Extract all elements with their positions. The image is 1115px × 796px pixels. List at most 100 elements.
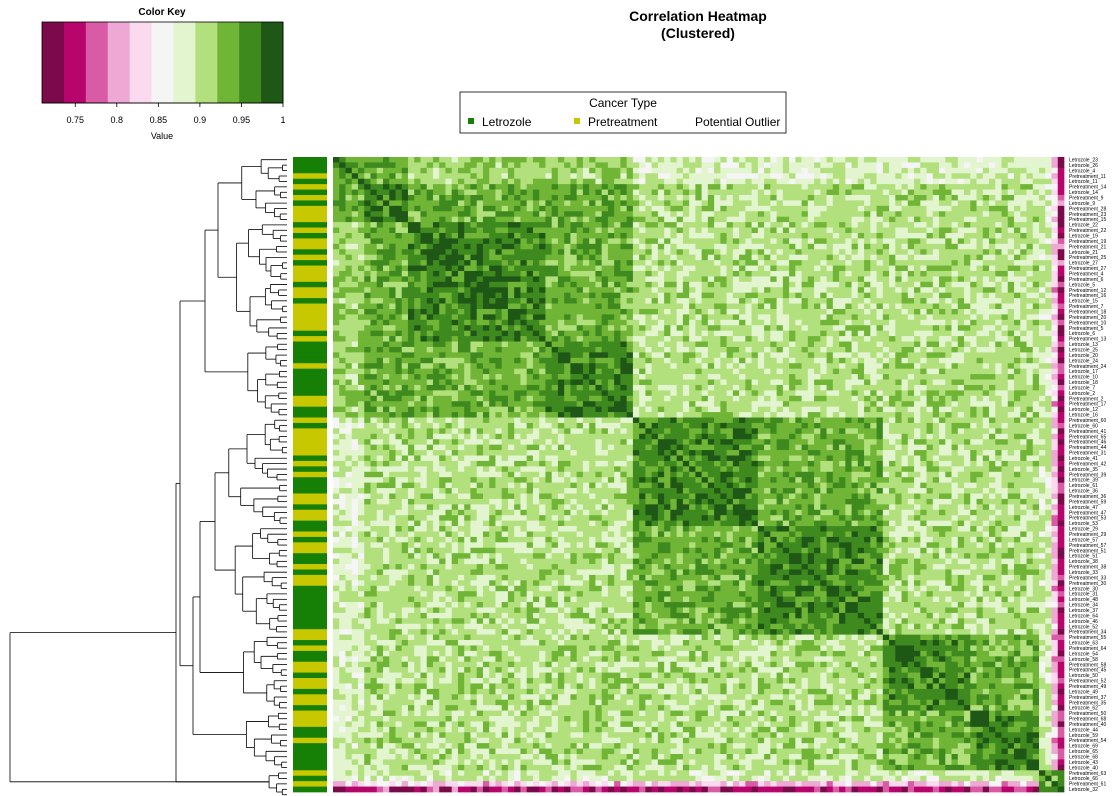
- heatmap-cell: [664, 157, 671, 163]
- heatmap-cell: [570, 184, 578, 190]
- heatmap-cell: [526, 205, 534, 212]
- heatmap-cell: [470, 325, 478, 332]
- heatmap-cell: [1020, 216, 1027, 223]
- heatmap-cell: [595, 298, 603, 304]
- heatmap-cell: [657, 260, 665, 266]
- heatmap-cell: [976, 308, 984, 315]
- heatmap-cell: [626, 243, 634, 250]
- heatmap-cell: [782, 162, 790, 169]
- heatmap-cell: [364, 303, 371, 310]
- heatmap-cell: [1039, 254, 1046, 261]
- heatmap-cell: [889, 189, 896, 196]
- heatmap-cell: [420, 352, 428, 359]
- heatmap-cell: [851, 325, 859, 332]
- heatmap-cell: [426, 227, 434, 234]
- color-key-swatch: [63, 22, 87, 103]
- heatmap-cell: [576, 232, 584, 239]
- heatmap-cell: [414, 287, 421, 294]
- heatmap-cell: [520, 162, 528, 169]
- heatmap-cell: [726, 276, 734, 283]
- heatmap-cell: [401, 157, 409, 163]
- heatmap-cell: [720, 194, 727, 201]
- heatmap-cell: [1007, 357, 1015, 364]
- heatmap-cell: [857, 238, 865, 245]
- heatmap-cell: [395, 157, 403, 163]
- heatmap-cell: [745, 232, 752, 239]
- heatmap-cell: [651, 314, 659, 321]
- heatmap-cell: [514, 346, 521, 353]
- heatmap-cell: [470, 184, 478, 190]
- heatmap-cell: [614, 346, 621, 353]
- heatmap-cell: [789, 173, 796, 180]
- heatmap-cell: [732, 216, 740, 223]
- heatmap-cell: [957, 319, 965, 326]
- heatmap-cell: [532, 357, 540, 364]
- heatmap-cell: [995, 276, 1002, 283]
- heatmap-cell: [445, 292, 453, 299]
- heatmap-cell: [757, 205, 765, 212]
- heatmap-cell: [807, 319, 815, 326]
- heatmap-cell: [651, 341, 659, 348]
- heatmap-cell: [1057, 194, 1065, 201]
- heatmap-cell: [357, 270, 365, 277]
- heatmap-cell: [333, 227, 340, 234]
- heatmap-cell: [895, 178, 902, 185]
- heatmap-cell: [814, 292, 821, 299]
- heatmap-cell: [682, 216, 690, 223]
- heatmap-cell: [832, 341, 840, 348]
- heatmap-cell: [864, 238, 871, 245]
- heatmap-cell: [776, 222, 784, 228]
- heatmap-cell: [957, 200, 965, 207]
- heatmap-cell: [470, 357, 478, 364]
- heatmap-cell: [726, 298, 734, 304]
- group-bar-cell: [293, 314, 327, 321]
- heatmap-cell: [495, 319, 503, 326]
- heatmap-cell: [626, 303, 634, 310]
- heatmap-cell: [1051, 298, 1059, 304]
- heatmap-cell: [764, 270, 771, 277]
- heatmap-cell: [639, 346, 646, 353]
- heatmap-cell: [632, 292, 640, 299]
- heatmap-cell: [939, 292, 946, 299]
- heatmap-cell: [695, 232, 702, 239]
- heatmap-cell: [557, 189, 565, 196]
- heatmap-cell: [476, 308, 484, 315]
- heatmap-cell: [701, 254, 709, 261]
- heatmap-cell: [414, 292, 421, 299]
- heatmap-cell: [345, 308, 353, 315]
- heatmap-cell: [576, 336, 584, 342]
- heatmap-cell: [607, 357, 615, 364]
- heatmap-cell: [1045, 211, 1052, 218]
- heatmap-cell: [639, 341, 646, 348]
- heatmap-cell: [551, 276, 559, 283]
- heatmap-cell: [532, 276, 540, 283]
- heatmap-cell: [357, 222, 365, 228]
- heatmap-cell: [670, 238, 677, 245]
- heatmap-cell: [951, 200, 959, 207]
- heatmap-cell: [989, 341, 996, 348]
- heatmap-cell: [614, 341, 621, 348]
- group-bar-cell: [293, 249, 327, 256]
- heatmap-cell: [651, 260, 659, 266]
- heatmap-cell: [620, 346, 627, 353]
- heatmap-cell: [1014, 178, 1021, 185]
- heatmap-cell: [989, 265, 996, 272]
- heatmap-cell: [876, 325, 884, 332]
- heatmap-cell: [514, 254, 521, 261]
- heatmap-cell: [514, 287, 521, 294]
- heatmap-cell: [745, 276, 752, 283]
- heatmap-cell: [1020, 346, 1027, 353]
- heatmap-cell: [751, 319, 759, 326]
- heatmap-cell: [626, 325, 634, 332]
- heatmap-cell: [851, 357, 859, 364]
- heatmap-cell: [870, 243, 877, 250]
- heatmap-cell: [407, 265, 415, 272]
- heatmap-cell: [1045, 205, 1052, 212]
- heatmap-cell: [1051, 260, 1059, 266]
- heatmap-cell: [351, 200, 359, 207]
- heatmap-cell: [432, 363, 440, 370]
- heatmap-cell: [795, 222, 802, 228]
- heatmap-cell: [876, 265, 884, 272]
- heatmap-cell: [1026, 336, 1034, 342]
- heatmap-cell: [414, 276, 421, 283]
